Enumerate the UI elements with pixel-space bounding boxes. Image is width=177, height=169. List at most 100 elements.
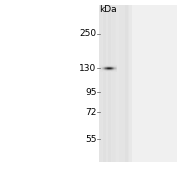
Bar (107, 68, 108, 69)
Bar (105, 66, 106, 67)
Bar (105, 69, 106, 70)
Bar (105, 68, 106, 69)
Bar (106, 69, 107, 70)
Bar (107, 65, 108, 66)
Bar (110, 69, 111, 70)
Bar (105, 66, 106, 67)
Bar (106, 65, 107, 66)
Bar (103, 68, 104, 69)
Bar (107, 67, 108, 68)
Bar (103, 69, 104, 70)
Bar (114, 67, 115, 68)
Bar (106, 65, 107, 66)
Bar (109, 65, 110, 66)
Bar (108, 66, 109, 67)
Bar (113, 66, 114, 67)
Bar (110, 70, 111, 71)
Bar (116, 67, 117, 68)
Bar (101, 67, 102, 68)
Bar (110, 65, 111, 66)
Bar (101, 68, 102, 69)
Bar (103, 67, 104, 68)
Bar (105, 70, 106, 71)
Bar (104, 71, 105, 72)
Bar (115, 68, 116, 69)
Bar (110, 65, 111, 66)
Bar (108, 67, 109, 68)
Bar (108, 65, 109, 66)
Bar (116, 66, 117, 67)
Bar (108, 71, 109, 72)
Bar (116, 65, 117, 66)
Bar (108, 5, 111, 162)
Bar (109, 69, 110, 70)
Bar (104, 69, 105, 70)
Bar (108, 67, 109, 68)
Bar (111, 71, 112, 72)
Bar (110, 66, 111, 67)
Bar (105, 71, 106, 72)
Bar (105, 68, 106, 69)
Bar (125, 5, 128, 162)
Bar (99, 5, 177, 162)
Bar (112, 65, 113, 66)
Bar (116, 66, 117, 67)
Bar (104, 66, 105, 67)
Bar (109, 70, 110, 71)
Bar (116, 67, 117, 68)
Bar (115, 69, 116, 70)
Bar (112, 69, 113, 70)
Bar (110, 65, 111, 66)
Bar (107, 69, 108, 70)
Text: 95: 95 (85, 88, 96, 97)
Bar (108, 65, 109, 66)
Bar (104, 67, 105, 68)
Bar (110, 66, 111, 67)
Bar (115, 66, 116, 67)
Bar (108, 67, 109, 68)
Bar (116, 71, 117, 72)
Bar (114, 68, 115, 69)
Bar (103, 69, 104, 70)
Bar (115, 67, 116, 68)
Text: 130: 130 (79, 64, 96, 73)
Bar (105, 70, 106, 71)
Bar (103, 65, 104, 66)
Bar (102, 67, 103, 68)
Bar (105, 66, 106, 67)
Bar (106, 70, 107, 71)
Bar (107, 70, 108, 71)
Bar (111, 67, 112, 68)
Bar (115, 68, 116, 69)
Bar (105, 68, 106, 69)
Bar (103, 66, 104, 67)
Bar (108, 67, 109, 68)
Bar (105, 67, 106, 68)
Bar (110, 65, 111, 66)
Bar (117, 70, 118, 71)
Bar (102, 67, 103, 68)
Bar (116, 68, 117, 69)
Bar (109, 69, 110, 70)
Bar (117, 69, 118, 70)
Bar (114, 66, 115, 67)
Bar (114, 71, 115, 72)
Bar (114, 69, 115, 70)
Bar (108, 67, 109, 68)
Bar (108, 65, 109, 66)
Bar (110, 71, 111, 72)
Bar (115, 65, 116, 66)
Bar (115, 70, 116, 71)
Bar (109, 68, 110, 69)
Bar (101, 65, 102, 66)
Bar (102, 66, 103, 67)
Bar (110, 70, 111, 71)
Bar (112, 69, 113, 70)
Bar (102, 68, 103, 69)
Bar (109, 66, 110, 67)
Text: 250: 250 (79, 29, 96, 38)
Bar (117, 71, 118, 72)
Bar (112, 65, 113, 66)
Bar (117, 70, 118, 71)
Bar (110, 68, 111, 69)
